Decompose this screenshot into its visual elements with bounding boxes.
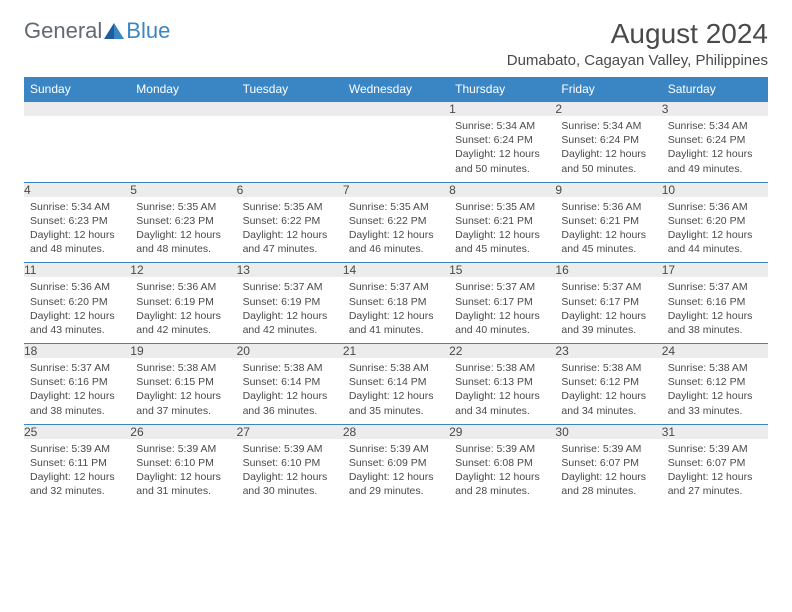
logo-text-2: Blue	[126, 18, 170, 44]
day-number-row: 11121314151617	[24, 263, 768, 278]
day-info-cell: Sunrise: 5:35 AMSunset: 6:22 PMDaylight:…	[237, 197, 343, 263]
day-number-cell: 29	[449, 424, 555, 439]
day-number-cell: 17	[662, 263, 768, 278]
day-number-cell: 4	[24, 182, 130, 197]
day-number-cell	[24, 102, 130, 117]
day-number-cell: 23	[555, 344, 661, 359]
day-number-cell: 24	[662, 344, 768, 359]
day-info-cell: Sunrise: 5:37 AMSunset: 6:16 PMDaylight:…	[24, 358, 130, 424]
day-info-cell: Sunrise: 5:34 AMSunset: 6:23 PMDaylight:…	[24, 197, 130, 263]
day-info-cell: Sunrise: 5:39 AMSunset: 6:08 PMDaylight:…	[449, 439, 555, 505]
day-header-row: Sunday Monday Tuesday Wednesday Thursday…	[24, 77, 768, 102]
logo-mark-icon	[104, 23, 124, 39]
day-header: Wednesday	[343, 77, 449, 102]
day-number-cell: 1	[449, 102, 555, 117]
day-number-row: 45678910	[24, 182, 768, 197]
location-subtitle: Dumabato, Cagayan Valley, Philippines	[507, 52, 768, 69]
day-number-cell: 2	[555, 102, 661, 117]
logo-text-1: General	[24, 18, 102, 44]
day-number-cell: 7	[343, 182, 449, 197]
day-number-row: 123	[24, 102, 768, 117]
day-number-cell: 8	[449, 182, 555, 197]
day-info-cell: Sunrise: 5:36 AMSunset: 6:19 PMDaylight:…	[130, 277, 236, 343]
day-number-cell: 3	[662, 102, 768, 117]
day-number-cell: 30	[555, 424, 661, 439]
logo: General Blue	[24, 18, 170, 44]
day-info-cell: Sunrise: 5:35 AMSunset: 6:23 PMDaylight:…	[130, 197, 236, 263]
day-header: Tuesday	[237, 77, 343, 102]
day-header: Sunday	[24, 77, 130, 102]
day-info-cell: Sunrise: 5:39 AMSunset: 6:07 PMDaylight:…	[662, 439, 768, 505]
day-info-cell	[130, 116, 236, 182]
day-info-cell: Sunrise: 5:37 AMSunset: 6:17 PMDaylight:…	[449, 277, 555, 343]
day-number-cell	[343, 102, 449, 117]
day-number-cell: 21	[343, 344, 449, 359]
day-number-cell: 15	[449, 263, 555, 278]
day-info-cell: Sunrise: 5:34 AMSunset: 6:24 PMDaylight:…	[555, 116, 661, 182]
day-info-row: Sunrise: 5:34 AMSunset: 6:23 PMDaylight:…	[24, 197, 768, 263]
day-number-cell: 26	[130, 424, 236, 439]
day-number-cell: 28	[343, 424, 449, 439]
day-info-cell: Sunrise: 5:38 AMSunset: 6:13 PMDaylight:…	[449, 358, 555, 424]
day-number-cell: 14	[343, 263, 449, 278]
day-info-cell: Sunrise: 5:37 AMSunset: 6:17 PMDaylight:…	[555, 277, 661, 343]
day-info-row: Sunrise: 5:37 AMSunset: 6:16 PMDaylight:…	[24, 358, 768, 424]
day-info-cell: Sunrise: 5:38 AMSunset: 6:14 PMDaylight:…	[237, 358, 343, 424]
day-info-cell: Sunrise: 5:35 AMSunset: 6:22 PMDaylight:…	[343, 197, 449, 263]
day-info-cell: Sunrise: 5:34 AMSunset: 6:24 PMDaylight:…	[662, 116, 768, 182]
day-number-cell: 9	[555, 182, 661, 197]
day-info-cell: Sunrise: 5:38 AMSunset: 6:15 PMDaylight:…	[130, 358, 236, 424]
day-info-cell	[237, 116, 343, 182]
day-info-cell: Sunrise: 5:39 AMSunset: 6:10 PMDaylight:…	[237, 439, 343, 505]
day-number-cell: 19	[130, 344, 236, 359]
header-bar: General Blue August 2024 Dumabato, Cagay…	[24, 18, 768, 69]
day-header: Monday	[130, 77, 236, 102]
day-number-cell: 10	[662, 182, 768, 197]
day-info-cell: Sunrise: 5:34 AMSunset: 6:24 PMDaylight:…	[449, 116, 555, 182]
day-number-cell: 25	[24, 424, 130, 439]
day-number-cell: 20	[237, 344, 343, 359]
day-info-cell: Sunrise: 5:39 AMSunset: 6:07 PMDaylight:…	[555, 439, 661, 505]
page-title: August 2024	[507, 18, 768, 50]
day-number-cell: 31	[662, 424, 768, 439]
day-header: Friday	[555, 77, 661, 102]
day-number-cell: 12	[130, 263, 236, 278]
day-info-cell: Sunrise: 5:37 AMSunset: 6:18 PMDaylight:…	[343, 277, 449, 343]
day-info-cell: Sunrise: 5:37 AMSunset: 6:19 PMDaylight:…	[237, 277, 343, 343]
day-number-cell: 27	[237, 424, 343, 439]
day-number-cell: 22	[449, 344, 555, 359]
day-info-cell: Sunrise: 5:37 AMSunset: 6:16 PMDaylight:…	[662, 277, 768, 343]
day-number-cell: 16	[555, 263, 661, 278]
day-number-cell	[237, 102, 343, 117]
day-info-cell: Sunrise: 5:36 AMSunset: 6:20 PMDaylight:…	[24, 277, 130, 343]
day-info-cell: Sunrise: 5:38 AMSunset: 6:12 PMDaylight:…	[662, 358, 768, 424]
day-info-cell	[24, 116, 130, 182]
day-number-cell: 5	[130, 182, 236, 197]
day-info-cell: Sunrise: 5:36 AMSunset: 6:21 PMDaylight:…	[555, 197, 661, 263]
heading: August 2024 Dumabato, Cagayan Valley, Ph…	[507, 18, 768, 69]
day-info-cell: Sunrise: 5:38 AMSunset: 6:12 PMDaylight:…	[555, 358, 661, 424]
day-info-row: Sunrise: 5:36 AMSunset: 6:20 PMDaylight:…	[24, 277, 768, 343]
day-number-row: 18192021222324	[24, 344, 768, 359]
day-number-cell: 13	[237, 263, 343, 278]
day-info-row: Sunrise: 5:39 AMSunset: 6:11 PMDaylight:…	[24, 439, 768, 505]
day-info-cell: Sunrise: 5:36 AMSunset: 6:20 PMDaylight:…	[662, 197, 768, 263]
day-number-cell	[130, 102, 236, 117]
calendar-table: Sunday Monday Tuesday Wednesday Thursday…	[24, 77, 768, 504]
day-info-cell: Sunrise: 5:35 AMSunset: 6:21 PMDaylight:…	[449, 197, 555, 263]
day-number-cell: 6	[237, 182, 343, 197]
day-number-row: 25262728293031	[24, 424, 768, 439]
day-number-cell: 11	[24, 263, 130, 278]
day-info-row: Sunrise: 5:34 AMSunset: 6:24 PMDaylight:…	[24, 116, 768, 182]
day-header: Thursday	[449, 77, 555, 102]
day-number-cell: 18	[24, 344, 130, 359]
day-header: Saturday	[662, 77, 768, 102]
day-info-cell: Sunrise: 5:39 AMSunset: 6:09 PMDaylight:…	[343, 439, 449, 505]
day-info-cell: Sunrise: 5:39 AMSunset: 6:11 PMDaylight:…	[24, 439, 130, 505]
day-info-cell: Sunrise: 5:38 AMSunset: 6:14 PMDaylight:…	[343, 358, 449, 424]
day-info-cell	[343, 116, 449, 182]
day-info-cell: Sunrise: 5:39 AMSunset: 6:10 PMDaylight:…	[130, 439, 236, 505]
